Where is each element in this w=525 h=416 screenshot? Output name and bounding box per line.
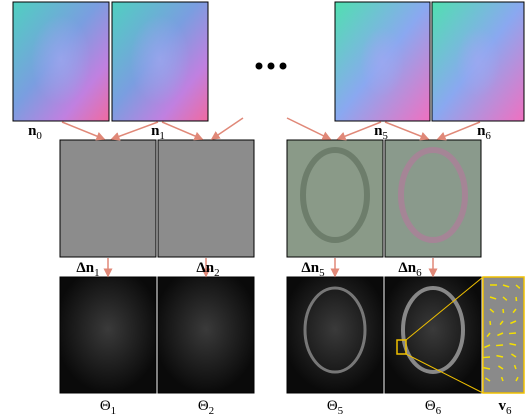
vector-arrow	[509, 333, 516, 334]
label-symbol: Θ	[100, 398, 111, 414]
label-subscript: 6	[506, 405, 512, 416]
angle-image	[60, 277, 156, 393]
label-subscript: 6	[485, 130, 491, 142]
difference-maps	[60, 140, 481, 257]
label-subscript: 2	[214, 267, 220, 279]
label-subscript: 1	[94, 267, 100, 279]
arrow	[287, 118, 330, 139]
arrow	[385, 122, 428, 139]
face-shape	[31, 15, 91, 105]
label-symbol: Θ	[327, 398, 338, 414]
label: Δn6	[398, 260, 422, 279]
dot	[268, 63, 275, 70]
label-subscript: 1	[159, 130, 165, 142]
label: v6	[499, 398, 513, 416]
label: Θ6	[425, 398, 442, 416]
label: Θ1	[100, 398, 116, 416]
arrow	[62, 122, 104, 139]
dot	[280, 63, 287, 70]
figure: n0n1n5n6Δn1Δn2Δn5Δn6Θ1Θ2Θ5Θ6v6	[0, 0, 525, 416]
label-symbol: Θ	[425, 398, 436, 414]
label-subscript: 1	[111, 405, 117, 416]
arrow	[438, 122, 480, 139]
label-subscript: 0	[36, 130, 42, 142]
label: Θ2	[198, 398, 214, 416]
label: n6	[477, 123, 491, 142]
label-subscript: 2	[209, 405, 215, 416]
label-subscript: 5	[338, 405, 344, 416]
label-subscript: 5	[382, 130, 388, 142]
label: Δn2	[196, 260, 219, 279]
label-subscript: 6	[436, 405, 442, 416]
label-subscript: 5	[319, 267, 325, 279]
angle-image	[385, 277, 481, 393]
angle-image	[158, 277, 254, 393]
label: Θ5	[327, 398, 344, 416]
difference-image	[60, 140, 156, 257]
label-subscript: 6	[416, 267, 422, 279]
face-shape	[130, 15, 190, 105]
label-symbol: Θ	[198, 398, 209, 414]
ellipsis	[256, 63, 287, 70]
normal-maps	[13, 2, 524, 121]
label: n0	[28, 123, 42, 142]
difference-image	[158, 140, 254, 257]
dot	[256, 63, 263, 70]
label: n5	[374, 123, 388, 142]
face-shape	[360, 27, 404, 97]
face-shape	[456, 27, 500, 97]
vector-arrow	[483, 357, 490, 358]
arrow	[212, 118, 243, 139]
label: Δn1	[76, 260, 99, 279]
angle-image	[287, 277, 383, 393]
label: n1	[151, 123, 165, 142]
angle-maps	[60, 277, 524, 393]
arrow	[162, 122, 202, 139]
vector-arrow	[496, 345, 503, 346]
label: Δn5	[301, 260, 325, 279]
